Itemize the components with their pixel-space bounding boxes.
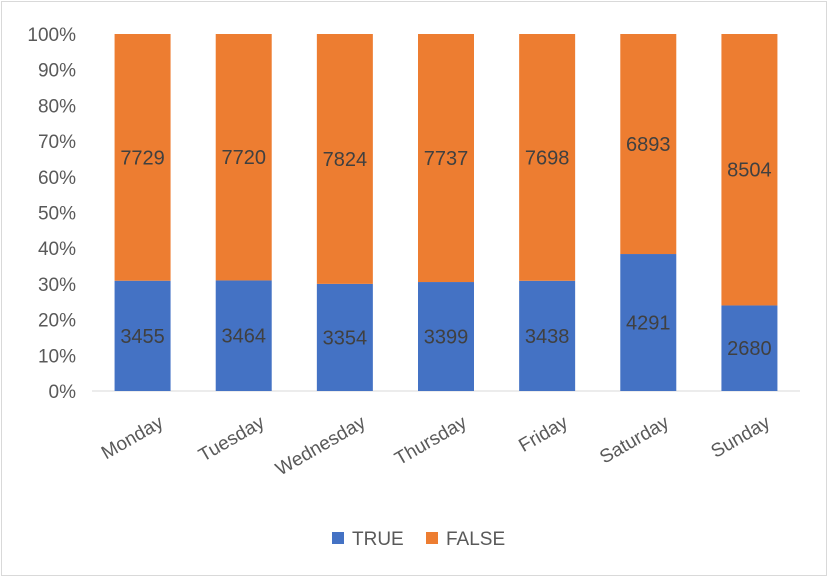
bar-segment-false-friday [519, 34, 576, 281]
bar-segment-true-saturday [620, 254, 677, 391]
y-tick-label: 80% [38, 96, 76, 117]
legend-item-true: TRUE [332, 529, 404, 550]
data-label: 6893 [626, 134, 671, 156]
y-tick-label: 50% [38, 204, 76, 225]
bar-segment-false-tuesday [215, 34, 272, 281]
data-label: 3464 [221, 326, 266, 348]
bars [114, 34, 778, 391]
x-tick-label: Thursday [391, 412, 471, 470]
bar-segment-true-monday [114, 280, 171, 391]
bar-segment-true-thursday [418, 282, 474, 391]
data-label: 4291 [626, 313, 671, 335]
data-label: 7720 [221, 147, 266, 169]
bar-segment-false-monday [114, 34, 171, 281]
bar-segment-false-saturday [620, 34, 677, 255]
legend-swatch [332, 532, 344, 544]
x-tick-label: Friday [515, 412, 572, 457]
data-label: 3399 [424, 327, 469, 349]
data-label: 7698 [525, 147, 570, 169]
y-tick-label: 30% [38, 275, 76, 296]
x-tick-label: Monday [98, 412, 167, 464]
bar-segment-true-wednesday [316, 283, 373, 391]
data-label: 7729 [120, 147, 165, 169]
data-label: 7824 [323, 149, 368, 171]
y-tick-label: 10% [38, 346, 76, 367]
data-label: 2680 [727, 338, 772, 360]
bar-segment-true-friday [519, 280, 576, 391]
data-label: 3455 [120, 326, 165, 348]
x-tick-label: Tuesday [195, 412, 268, 467]
bar-segment-false-sunday [721, 34, 778, 306]
y-tick-label: 20% [38, 311, 76, 332]
legend-label: TRUE [352, 529, 404, 550]
x-axis-ticks: Monday Tuesday Wednesday Thursday Friday Satu… [98, 412, 774, 480]
legend-label: FALSE [446, 529, 505, 550]
bar-segment-false-thursday [418, 34, 474, 283]
y-axis-ticks: 0% 10% 20% 30% 40% 50% 60% 70% 80% 90% 100% [27, 25, 76, 403]
x-tick-label: Sunday [708, 412, 775, 463]
legend-item-false: FALSE [426, 529, 505, 550]
data-label: 7737 [424, 148, 469, 170]
data-labels: 3455 7729 3464 7720 3354 7824 3399 7737 3438 7698… [120, 134, 771, 360]
legend: TRUE FALSE [332, 529, 505, 550]
data-label: 8504 [727, 160, 772, 182]
y-tick-label: 40% [38, 239, 76, 260]
bar-segment-false-wednesday [316, 34, 373, 284]
y-tick-label: 60% [38, 168, 76, 189]
y-tick-label: 100% [27, 25, 76, 46]
x-tick-label: Saturday [596, 412, 673, 468]
bar-segment-true-sunday [721, 305, 778, 391]
y-tick-label: 70% [38, 132, 76, 153]
x-tick-label: Wednesday [272, 412, 370, 480]
y-tick-label: 90% [38, 61, 76, 82]
bar-segment-true-tuesday [215, 280, 272, 391]
legend-swatch [426, 532, 438, 544]
data-label: 3438 [525, 326, 570, 348]
y-tick-label: 0% [49, 382, 77, 403]
data-label: 3354 [323, 327, 368, 349]
